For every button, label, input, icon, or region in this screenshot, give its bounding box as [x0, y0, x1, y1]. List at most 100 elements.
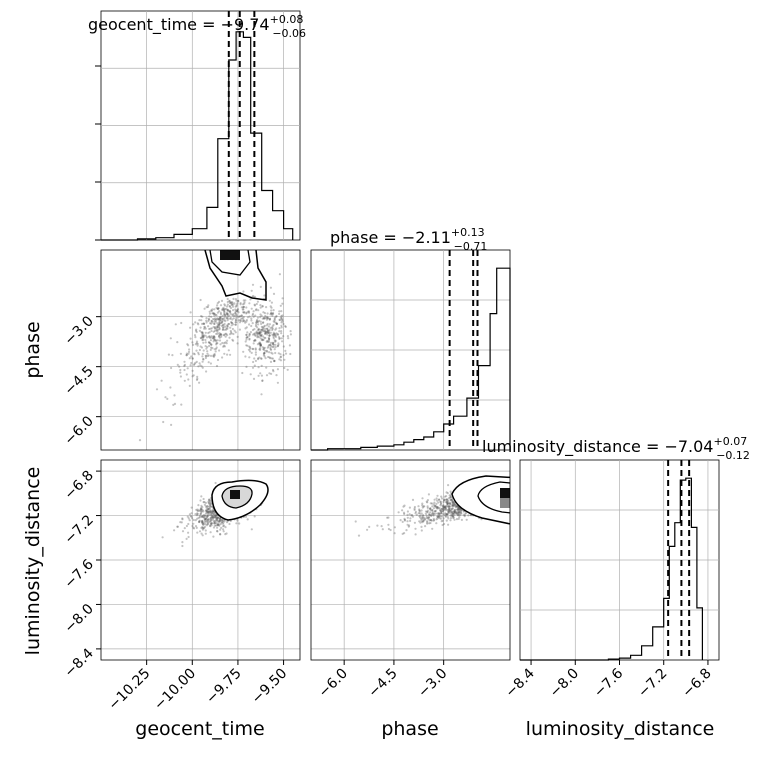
- scatter-point: [208, 344, 211, 348]
- scatter-point: [214, 514, 217, 517]
- scatter-point: [221, 317, 224, 320]
- scatter-point: [218, 519, 221, 523]
- scatter-point: [219, 517, 222, 520]
- scatter-point: [222, 530, 225, 533]
- scatter-point: [232, 313, 235, 316]
- scatter-point: [442, 504, 445, 507]
- scatter-point: [210, 512, 213, 515]
- scatter-point: [204, 338, 207, 342]
- scatter-point: [276, 368, 279, 371]
- scatter-point: [238, 328, 241, 331]
- scatter-point: [207, 319, 210, 323]
- scatter-point: [420, 525, 423, 529]
- scatter-point: [180, 321, 183, 325]
- scatter-point: [226, 308, 229, 311]
- scatter-point: [464, 512, 467, 515]
- scatter-point: [267, 340, 270, 343]
- scatter-point: [173, 529, 176, 532]
- scatter-point: [187, 344, 190, 347]
- scatter-point: [448, 508, 451, 511]
- scatter-point: [354, 520, 357, 523]
- scatter-point: [451, 507, 454, 510]
- scatter-point: [259, 331, 263, 334]
- scatter-point: [453, 518, 456, 521]
- scatter-point: [271, 343, 274, 346]
- scatter-point: [203, 503, 206, 506]
- scatter-point: [205, 347, 208, 350]
- scatter-point: [220, 334, 223, 337]
- scatter-point: [212, 355, 216, 358]
- scatter-point: [205, 524, 208, 527]
- scatter-point: [287, 337, 290, 340]
- scatter-point: [439, 504, 442, 507]
- scatter-point: [217, 523, 220, 527]
- scatter-point: [235, 303, 238, 306]
- scatter-point: [195, 514, 199, 517]
- scatter-point: [213, 329, 216, 332]
- scatter-point: [212, 335, 215, 338]
- scatter-point: [456, 506, 459, 509]
- scatter-point: [205, 317, 208, 320]
- scatter-point: [180, 403, 183, 406]
- scatter-point: [261, 339, 264, 342]
- scatter-point: [214, 313, 217, 316]
- scatter-point: [235, 309, 238, 312]
- scatter-point: [428, 507, 432, 510]
- scatter-point: [274, 328, 277, 331]
- scatter-point: [426, 499, 429, 502]
- scatter-point: [255, 321, 258, 324]
- scatter-point: [429, 521, 432, 525]
- scatter-point: [436, 499, 439, 502]
- scatter-point: [203, 514, 207, 517]
- scatter-point: [219, 317, 222, 320]
- scatter-point: [268, 299, 271, 302]
- scatter-point: [214, 319, 217, 322]
- scatter-point: [183, 379, 186, 382]
- scatter-point: [248, 323, 251, 326]
- scatter-point: [419, 514, 422, 517]
- scatter-point: [431, 508, 434, 512]
- scatter-point: [430, 519, 433, 522]
- scatter-point: [424, 510, 428, 513]
- scatter-point: [438, 507, 441, 510]
- scatter-point: [248, 350, 252, 353]
- scatter-point: [258, 333, 261, 336]
- scatter-point: [433, 504, 437, 507]
- scatter-point: [191, 375, 194, 378]
- scatter-point: [436, 512, 439, 515]
- scatter-point: [437, 516, 440, 519]
- scatter-point: [433, 498, 436, 501]
- scatter-point: [213, 513, 216, 516]
- scatter-point: [213, 308, 216, 311]
- scatter-point: [212, 510, 215, 513]
- scatter-point: [215, 306, 218, 309]
- scatter-point: [209, 327, 212, 330]
- scatter-point: [429, 507, 432, 510]
- scatter-point: [198, 514, 201, 517]
- scatter-point: [199, 507, 203, 510]
- scatter-point: [202, 526, 205, 530]
- scatter-point: [211, 510, 214, 514]
- scatter-point: [234, 312, 237, 315]
- scatter-point: [278, 330, 281, 333]
- scatter-point: [192, 526, 195, 529]
- scatter-point: [264, 332, 267, 335]
- scatter-point: [269, 343, 272, 346]
- scatter-point: [272, 337, 275, 340]
- scatter-point: [427, 493, 430, 496]
- scatter-point: [401, 509, 404, 512]
- scatter-point: [218, 317, 221, 320]
- scatter-point: [411, 515, 415, 518]
- scatter-point: [467, 514, 470, 517]
- scatter-point: [192, 527, 196, 530]
- scatter-point: [224, 341, 227, 344]
- scatter-point: [421, 506, 424, 509]
- scatter-point: [441, 523, 444, 527]
- scatter-point: [259, 343, 262, 346]
- scatter-point: [422, 505, 425, 508]
- scatter-point: [230, 304, 234, 307]
- scatter-point: [380, 525, 383, 528]
- scatter-point: [217, 318, 220, 321]
- scatter-point: [202, 322, 205, 325]
- scatter-point: [219, 319, 222, 322]
